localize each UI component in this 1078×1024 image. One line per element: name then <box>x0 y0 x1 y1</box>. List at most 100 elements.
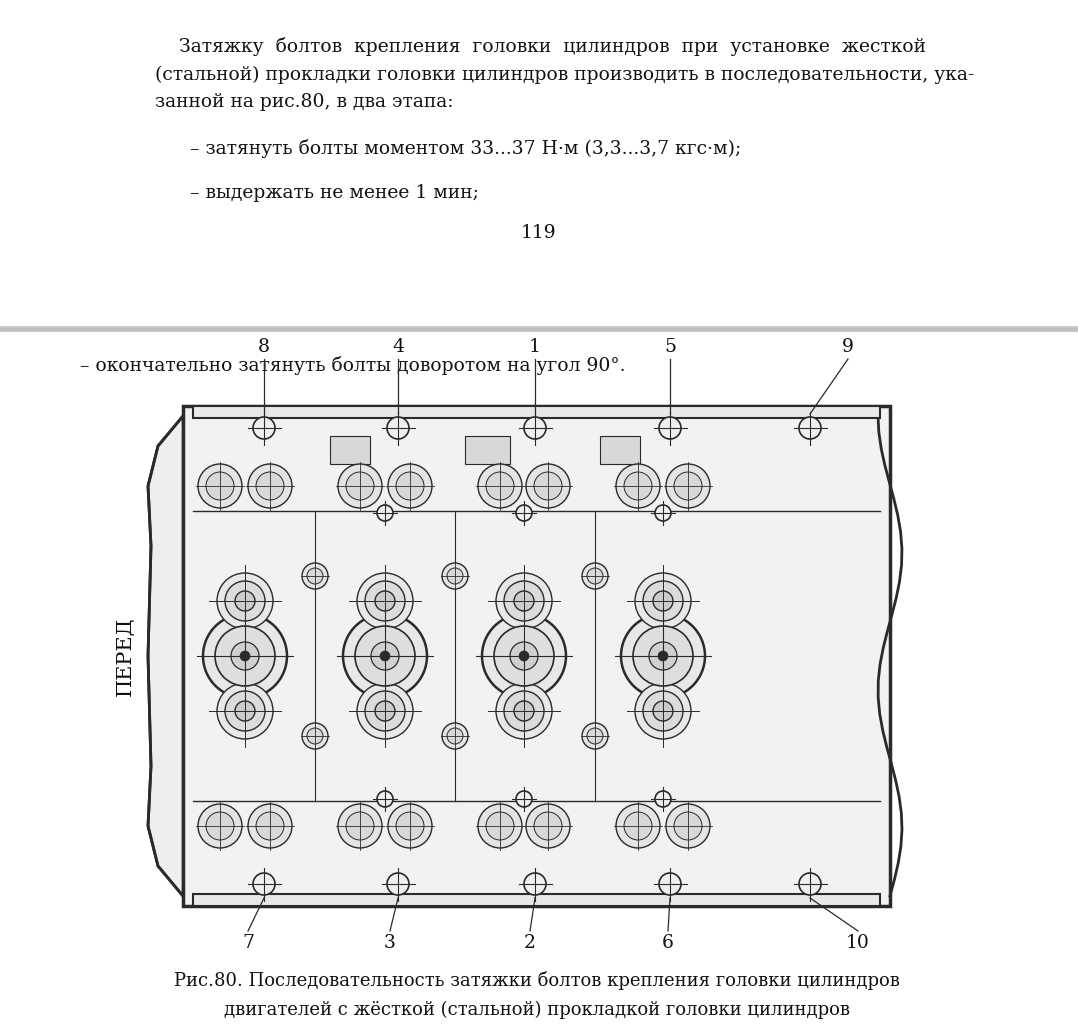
Circle shape <box>516 791 533 807</box>
Circle shape <box>478 464 522 508</box>
Circle shape <box>505 581 544 621</box>
Circle shape <box>377 505 393 521</box>
Circle shape <box>198 464 241 508</box>
Circle shape <box>588 568 603 584</box>
Circle shape <box>510 642 538 670</box>
Circle shape <box>666 804 710 848</box>
Text: двигателей с жёсткой (стальной) прокладкой головки цилиндров: двигателей с жёсткой (стальной) прокладк… <box>223 1001 849 1019</box>
Circle shape <box>635 683 691 739</box>
Bar <box>330 436 370 464</box>
Circle shape <box>248 804 292 848</box>
Circle shape <box>365 691 405 731</box>
Text: Рис.80. Последовательность затяжки болтов крепления головки цилиндров: Рис.80. Последовательность затяжки болто… <box>174 971 899 990</box>
Bar <box>183 406 890 906</box>
Circle shape <box>653 701 673 721</box>
Circle shape <box>496 573 552 629</box>
Circle shape <box>357 683 413 739</box>
Circle shape <box>653 591 673 611</box>
Text: 6: 6 <box>662 934 674 952</box>
Circle shape <box>534 812 562 840</box>
Circle shape <box>674 472 702 500</box>
Circle shape <box>396 812 424 840</box>
Circle shape <box>486 472 514 500</box>
Circle shape <box>505 691 544 731</box>
Text: ПЕРЕД: ПЕРЕД <box>115 616 135 695</box>
Circle shape <box>215 626 275 686</box>
Text: 10: 10 <box>846 934 870 952</box>
Circle shape <box>659 417 681 439</box>
Circle shape <box>343 614 427 698</box>
Circle shape <box>198 804 241 848</box>
Circle shape <box>442 563 468 589</box>
Circle shape <box>203 614 287 698</box>
Circle shape <box>365 581 405 621</box>
Circle shape <box>338 804 382 848</box>
Circle shape <box>442 723 468 749</box>
Circle shape <box>674 812 702 840</box>
Circle shape <box>655 505 671 521</box>
Circle shape <box>496 683 552 739</box>
Text: 3: 3 <box>384 934 396 952</box>
Circle shape <box>621 614 705 698</box>
Circle shape <box>624 812 652 840</box>
Circle shape <box>635 573 691 629</box>
Bar <box>0 326 1078 332</box>
Circle shape <box>616 464 660 508</box>
Circle shape <box>253 417 275 439</box>
Circle shape <box>302 723 328 749</box>
Circle shape <box>338 464 382 508</box>
Circle shape <box>633 626 693 686</box>
Circle shape <box>642 691 683 731</box>
Circle shape <box>375 701 395 721</box>
Circle shape <box>649 642 677 670</box>
Polygon shape <box>148 416 183 896</box>
Text: – выдержать не менее 1 мин;: – выдержать не менее 1 мин; <box>190 184 479 202</box>
Circle shape <box>624 472 652 500</box>
Circle shape <box>253 873 275 895</box>
Text: 119: 119 <box>521 224 557 242</box>
Circle shape <box>231 642 259 670</box>
Text: 8: 8 <box>258 338 270 356</box>
Text: 5: 5 <box>664 338 676 356</box>
Circle shape <box>346 812 374 840</box>
Bar <box>465 436 510 464</box>
Circle shape <box>642 581 683 621</box>
Circle shape <box>534 472 562 500</box>
Circle shape <box>381 651 390 662</box>
Circle shape <box>355 626 415 686</box>
Circle shape <box>582 723 608 749</box>
Circle shape <box>482 614 566 698</box>
Circle shape <box>616 804 660 848</box>
Circle shape <box>514 591 534 611</box>
Circle shape <box>302 563 328 589</box>
Circle shape <box>478 804 522 848</box>
Circle shape <box>217 683 273 739</box>
Circle shape <box>255 812 284 840</box>
Circle shape <box>235 591 255 611</box>
Circle shape <box>371 642 399 670</box>
Bar <box>193 894 880 906</box>
Circle shape <box>486 812 514 840</box>
Bar <box>600 436 640 464</box>
Circle shape <box>377 791 393 807</box>
Circle shape <box>240 651 250 662</box>
Circle shape <box>447 728 462 744</box>
Text: – затянуть болты моментом 33...37 Н·м (3,3...3,7 кгс·м);: – затянуть болты моментом 33...37 Н·м (3… <box>190 139 742 158</box>
Circle shape <box>388 804 432 848</box>
Circle shape <box>206 812 234 840</box>
Circle shape <box>346 472 374 500</box>
Circle shape <box>494 626 554 686</box>
Circle shape <box>387 873 409 895</box>
Text: 1: 1 <box>529 338 541 356</box>
Circle shape <box>588 728 603 744</box>
Text: – окончательно затянуть болты доворотом на угол 90°.: – окончательно затянуть болты доворотом … <box>80 356 625 375</box>
Circle shape <box>524 417 545 439</box>
Circle shape <box>655 791 671 807</box>
Circle shape <box>519 651 529 662</box>
Text: 2: 2 <box>524 934 536 952</box>
Circle shape <box>659 873 681 895</box>
Circle shape <box>582 563 608 589</box>
Circle shape <box>526 464 570 508</box>
Circle shape <box>396 472 424 500</box>
Circle shape <box>387 417 409 439</box>
